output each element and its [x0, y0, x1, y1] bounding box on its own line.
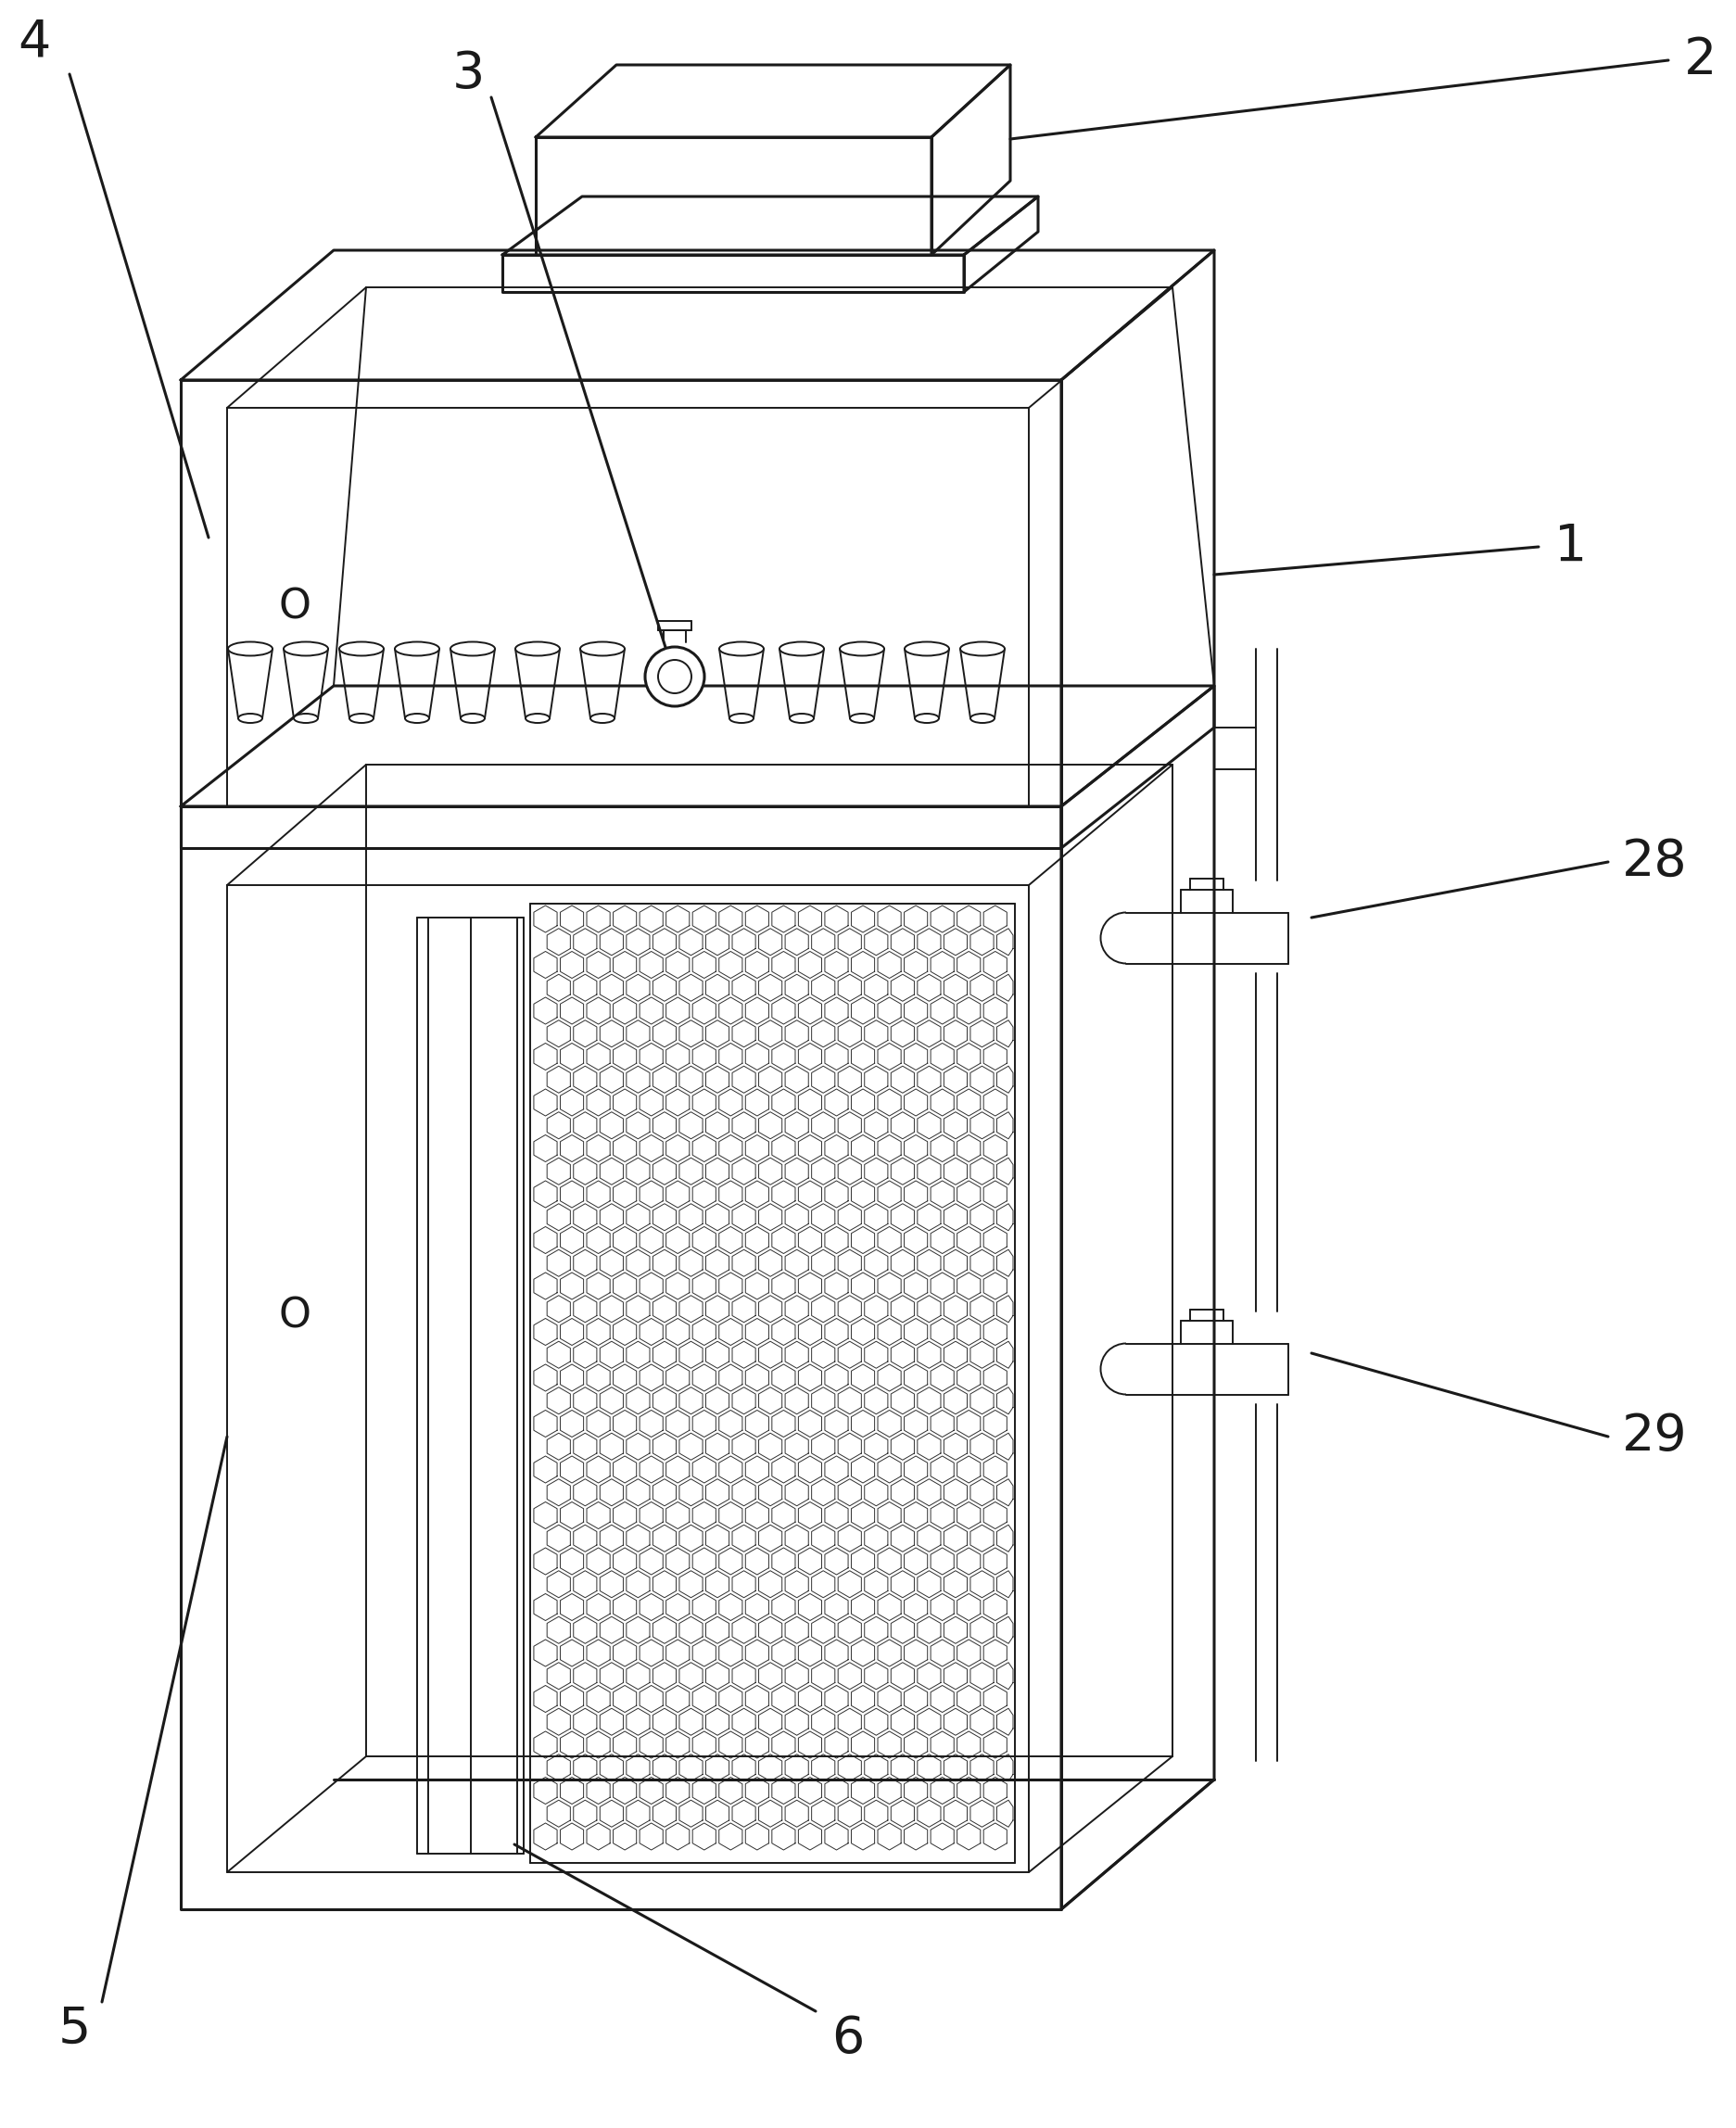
Ellipse shape: [719, 643, 764, 655]
Text: 29: 29: [1621, 1411, 1686, 1462]
Ellipse shape: [293, 713, 318, 724]
Circle shape: [644, 647, 705, 706]
Text: O: O: [278, 587, 311, 628]
Text: 1: 1: [1554, 521, 1587, 572]
Ellipse shape: [283, 643, 328, 655]
Ellipse shape: [394, 643, 439, 655]
Ellipse shape: [580, 643, 625, 655]
Ellipse shape: [460, 713, 484, 724]
Ellipse shape: [227, 643, 273, 655]
Ellipse shape: [238, 713, 262, 724]
Ellipse shape: [779, 643, 823, 655]
Ellipse shape: [516, 643, 559, 655]
Ellipse shape: [339, 643, 384, 655]
Ellipse shape: [349, 713, 373, 724]
Ellipse shape: [970, 713, 995, 724]
Text: 4: 4: [17, 17, 50, 66]
Ellipse shape: [404, 713, 429, 724]
Ellipse shape: [729, 713, 753, 724]
Ellipse shape: [526, 713, 549, 724]
Ellipse shape: [904, 643, 948, 655]
Text: 5: 5: [57, 2005, 90, 2056]
Ellipse shape: [790, 713, 814, 724]
Ellipse shape: [849, 713, 873, 724]
Ellipse shape: [960, 643, 1003, 655]
Text: 3: 3: [451, 49, 484, 100]
Text: O: O: [278, 1296, 311, 1336]
Circle shape: [658, 660, 691, 694]
Ellipse shape: [450, 643, 495, 655]
Text: 2: 2: [1684, 36, 1717, 85]
Text: 28: 28: [1621, 836, 1686, 887]
Ellipse shape: [590, 713, 615, 724]
Ellipse shape: [915, 713, 939, 724]
Ellipse shape: [838, 643, 884, 655]
Text: 6: 6: [832, 2013, 865, 2064]
